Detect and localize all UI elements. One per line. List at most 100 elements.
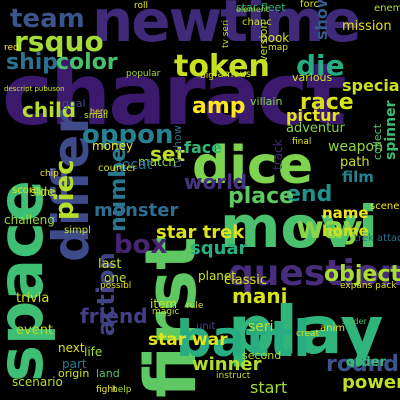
word-rule: rule bbox=[186, 301, 204, 311]
word-life: life bbox=[84, 345, 103, 359]
word-order: order bbox=[346, 355, 386, 370]
word-element: element bbox=[236, 5, 269, 14]
word-spinner: spinner bbox=[383, 100, 399, 161]
word-play: play bbox=[228, 292, 384, 369]
word-die: die bbox=[296, 49, 345, 82]
word-trivia: trivia bbox=[16, 291, 50, 306]
word-seri: seri bbox=[248, 319, 274, 335]
word-round: round bbox=[326, 352, 400, 377]
word-dice: dice bbox=[192, 136, 314, 196]
word-help: help bbox=[112, 385, 132, 395]
word-chip: chip bbox=[40, 169, 59, 179]
word-star-trek: star trek bbox=[156, 222, 245, 243]
word-item: item bbox=[150, 297, 178, 311]
word-red: red bbox=[4, 43, 19, 53]
word-next: next bbox=[58, 341, 85, 355]
word-scene: scene bbox=[370, 201, 400, 212]
word-start: start bbox=[250, 378, 288, 397]
word-question: question bbox=[228, 253, 400, 294]
word-unit: unit bbox=[196, 321, 216, 332]
word-winner: winner bbox=[192, 354, 262, 375]
word-magic: magic bbox=[152, 307, 180, 317]
word-mani: mani bbox=[232, 284, 288, 308]
word-race: race bbox=[300, 90, 354, 115]
word-film: film bbox=[342, 168, 374, 186]
word-newtime: newtime bbox=[92, 0, 362, 55]
word-home: home bbox=[322, 222, 369, 240]
word-token: token bbox=[174, 49, 270, 84]
word-creat: creat bbox=[296, 329, 320, 339]
word-ship: ship bbox=[6, 50, 59, 75]
word-object: object bbox=[324, 262, 400, 287]
word-scenario: scenario bbox=[12, 375, 63, 389]
word-enemi: enemi bbox=[374, 3, 400, 14]
word-challeng: challeng bbox=[4, 213, 55, 227]
word-descript-pubuson: descript pubuson bbox=[4, 85, 65, 93]
word-big: big bbox=[200, 71, 214, 81]
word-color: color bbox=[56, 50, 118, 75]
word-small: small bbox=[84, 111, 108, 121]
word-pictur: pictur bbox=[286, 106, 340, 125]
word-final: final bbox=[292, 137, 312, 147]
word-team: team bbox=[10, 4, 85, 34]
word-simpl: simpl bbox=[64, 225, 91, 236]
word-land: land bbox=[96, 367, 120, 380]
word-event: event bbox=[16, 323, 54, 338]
word-path: path bbox=[340, 155, 370, 170]
word-map: map bbox=[268, 43, 288, 53]
word-weapon: weapon bbox=[328, 139, 383, 155]
word-book: book bbox=[260, 31, 290, 45]
word-side: side bbox=[30, 185, 55, 199]
word-possibl: possibl bbox=[100, 281, 132, 291]
word-planet: planet bbox=[198, 269, 236, 283]
word-box: box bbox=[114, 230, 168, 260]
word-hero: hero bbox=[90, 107, 108, 116]
word-famous: famous bbox=[214, 69, 252, 80]
word-fight: fight bbox=[96, 385, 117, 395]
word-track: track bbox=[271, 139, 285, 170]
word-power: power bbox=[342, 372, 400, 393]
word-score: score bbox=[12, 185, 39, 196]
word-classic: classic bbox=[224, 273, 268, 288]
word-rsquo: rsquo bbox=[14, 25, 104, 58]
word-squar: squar bbox=[190, 238, 248, 259]
word-villain: villain bbox=[250, 95, 283, 108]
word-collect: collect bbox=[371, 123, 384, 160]
word-child: child bbox=[22, 98, 77, 122]
word-monster: monster bbox=[94, 200, 179, 221]
word-trek-attack: trek attack bbox=[354, 233, 400, 244]
word-second: second bbox=[242, 349, 282, 362]
word-way: way bbox=[296, 211, 363, 246]
word-star-war: star war bbox=[148, 330, 228, 350]
word-adventur: adventur bbox=[286, 121, 345, 136]
word-version: version bbox=[257, 21, 270, 62]
word-locat: locat bbox=[118, 157, 153, 173]
word-charact: charact bbox=[2, 45, 347, 145]
word-movi: movi bbox=[220, 193, 378, 261]
word-end: end bbox=[286, 182, 333, 207]
word-friend: friend bbox=[80, 304, 148, 328]
word-part: part bbox=[62, 357, 87, 371]
word-name: name bbox=[322, 204, 369, 222]
word-various: various bbox=[292, 71, 333, 84]
word-face: face bbox=[184, 138, 223, 157]
word-popular: popular bbox=[126, 69, 161, 79]
word-origin: origin bbox=[58, 367, 90, 380]
word-instruct: instruct bbox=[216, 371, 251, 381]
word-mission: mission bbox=[342, 19, 392, 34]
word-chanc: chanc bbox=[242, 17, 272, 28]
word-star-fleet: star fleet bbox=[236, 1, 286, 14]
word-battl: battl bbox=[176, 310, 311, 368]
word-counter: counter bbox=[98, 163, 137, 174]
word-anim: anim bbox=[320, 323, 345, 334]
word-oppon: oppon bbox=[82, 120, 174, 150]
word-match: match bbox=[138, 155, 176, 169]
word-expans-pack: expans pack bbox=[340, 281, 397, 291]
word-place: place bbox=[228, 184, 295, 209]
word-amp: amp bbox=[192, 94, 246, 119]
word-forc: forc bbox=[300, 0, 320, 10]
word-world: world bbox=[184, 170, 248, 194]
word-special: special bbox=[342, 76, 400, 95]
word-roll: roll bbox=[134, 1, 149, 11]
